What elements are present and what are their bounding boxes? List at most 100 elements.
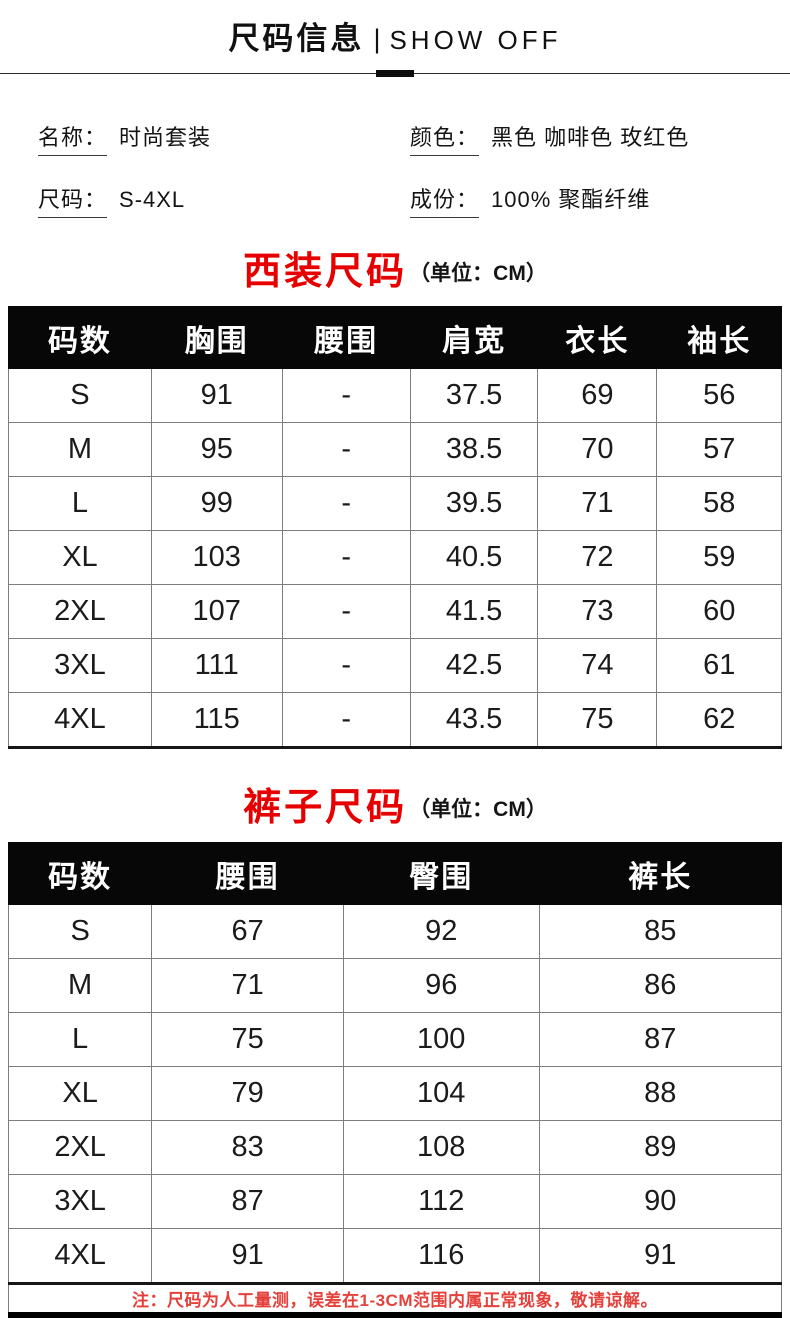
table-cell: 90 bbox=[538, 1174, 782, 1229]
product-size-value: S-4XL bbox=[119, 187, 186, 212]
table-cell: 39.5 bbox=[409, 476, 539, 531]
table-cell: 91 bbox=[150, 368, 283, 423]
table-cell: - bbox=[281, 530, 411, 585]
suit-size-table: 码数 胸围 腰围 肩宽 衣长 袖长 S 91-37.5 69 56 M 95-38.5 70 57 L 99-… bbox=[8, 306, 782, 749]
table-cell: 71 bbox=[151, 958, 344, 1013]
column-header: 肩宽 bbox=[409, 306, 539, 369]
table-cell: - bbox=[281, 368, 411, 423]
column-header: 衣长 bbox=[537, 306, 658, 369]
table-cell: 95 bbox=[150, 422, 283, 477]
table-cell: 91 bbox=[151, 1228, 344, 1285]
table-row: L 99-39.5 71 58 bbox=[8, 476, 782, 531]
table-cell: 116 bbox=[342, 1228, 540, 1285]
table-cell: 61 bbox=[656, 638, 782, 693]
table-row: M 95-38.5 70 57 bbox=[8, 422, 782, 477]
product-color-value: 黑色 咖啡色 玫红色 bbox=[491, 125, 690, 150]
table-row: 3XL 87 112 90 bbox=[7, 1174, 782, 1229]
pants-size-title: 裤子尺码（单位：CM） bbox=[0, 776, 790, 831]
product-size-label: 尺码： bbox=[38, 182, 108, 218]
product-name-value: 时尚套装 bbox=[119, 125, 212, 150]
table-header-row: 码数 腰围 臀围 裤长 bbox=[7, 842, 782, 905]
column-header: 裤长 bbox=[538, 842, 782, 905]
table-row: S 67 92 85 bbox=[7, 904, 782, 959]
banner-divider-line bbox=[0, 70, 790, 77]
table-cell: 79 bbox=[151, 1066, 344, 1121]
product-info: 名称： 时尚套装 颜色： 黑色 咖啡色 玫红色 尺码： S-4XL 成份： 100% 聚… bbox=[0, 120, 790, 218]
table-cell: M bbox=[8, 422, 152, 477]
table-cell: - bbox=[281, 476, 411, 531]
column-header: 码数 bbox=[7, 842, 153, 905]
table-row: XL 79 104 88 bbox=[7, 1066, 782, 1121]
table-cell: 104 bbox=[342, 1066, 540, 1121]
banner-title-en: SHOW OFF bbox=[389, 25, 562, 55]
table-cell: 108 bbox=[342, 1120, 540, 1175]
table-cell: 88 bbox=[538, 1066, 782, 1121]
table-cell: L bbox=[8, 476, 152, 531]
pants-size-title-text: 裤子尺码 bbox=[243, 787, 408, 829]
column-header: 腰围 bbox=[151, 842, 344, 905]
column-header: 臀围 bbox=[342, 842, 540, 905]
pants-size-unit-note: （单位：CM） bbox=[409, 798, 547, 821]
column-header: 腰围 bbox=[281, 306, 411, 369]
table-row: 2XL 83 108 89 bbox=[7, 1120, 782, 1175]
table-cell: 111 bbox=[150, 638, 283, 693]
suit-size-title: 西装尺码（单位：CM） bbox=[0, 240, 790, 295]
column-header: 袖长 bbox=[656, 306, 782, 369]
table-cell: XL bbox=[7, 1066, 153, 1121]
table-cell: 58 bbox=[656, 476, 782, 531]
table-footnote: 注：尺码为人工量测，误差在1-3CM范围内属正常现象，敬请谅解。 bbox=[8, 1283, 782, 1318]
table-cell: - bbox=[281, 638, 411, 693]
table-cell: 83 bbox=[151, 1120, 344, 1175]
product-material: 成份： 100% 聚酯纤维 bbox=[410, 182, 790, 218]
suit-size-title-text: 西装尺码 bbox=[243, 251, 408, 293]
table-cell: - bbox=[281, 692, 411, 749]
table-cell: 112 bbox=[342, 1174, 540, 1229]
table-cell: 73 bbox=[537, 584, 658, 639]
suit-size-unit-note: （单位：CM） bbox=[409, 262, 547, 285]
table-cell: 107 bbox=[150, 584, 283, 639]
banner-title-cn: 尺码信息 bbox=[228, 21, 365, 56]
table-cell: S bbox=[8, 368, 152, 423]
table-row: M 71 96 86 bbox=[7, 958, 782, 1013]
product-size-range: 尺码： S-4XL bbox=[38, 182, 410, 218]
table-cell: 42.5 bbox=[409, 638, 539, 693]
product-name-label: 名称： bbox=[38, 120, 108, 156]
table-cell: 100 bbox=[342, 1012, 540, 1067]
table-cell: 72 bbox=[537, 530, 658, 585]
table-cell: 2XL bbox=[8, 584, 152, 639]
table-cell: 70 bbox=[537, 422, 658, 477]
table-cell: 71 bbox=[537, 476, 658, 531]
table-row: L 75 100 87 bbox=[7, 1012, 782, 1067]
table-cell: 56 bbox=[656, 368, 782, 423]
table-cell: 38.5 bbox=[409, 422, 539, 477]
table-row: 2XL 107-41.5 73 60 bbox=[8, 584, 782, 639]
table-cell: 103 bbox=[150, 530, 283, 585]
table-cell: 57 bbox=[656, 422, 782, 477]
table-row: 4XL 115-43.5 75 62 bbox=[8, 692, 782, 749]
table-cell: L bbox=[7, 1012, 153, 1067]
product-material-label: 成份： bbox=[410, 182, 480, 218]
table-cell: 43.5 bbox=[409, 692, 539, 749]
table-cell: 40.5 bbox=[409, 530, 539, 585]
table-cell: 41.5 bbox=[409, 584, 539, 639]
table-cell: 37.5 bbox=[409, 368, 539, 423]
table-cell: 4XL bbox=[8, 692, 152, 749]
table-cell: 92 bbox=[342, 904, 540, 959]
table-footnote-row: 注：尺码为人工量测，误差在1-3CM范围内属正常现象，敬请谅解。 bbox=[8, 1283, 782, 1318]
table-cell: 91 bbox=[538, 1228, 782, 1285]
table-cell: 3XL bbox=[8, 638, 152, 693]
table-cell: - bbox=[281, 584, 411, 639]
table-cell: 96 bbox=[342, 958, 540, 1013]
table-cell: 62 bbox=[656, 692, 782, 749]
table-cell: 3XL bbox=[7, 1174, 153, 1229]
table-cell: 67 bbox=[151, 904, 344, 959]
page-banner: 尺码信息 | SHOW OFF bbox=[0, 0, 790, 58]
table-cell: M bbox=[7, 958, 153, 1013]
column-header: 码数 bbox=[8, 306, 152, 369]
table-cell: - bbox=[281, 422, 411, 477]
pants-size-table: 码数 腰围 臀围 裤长 S 67 92 85 M 71 96 86 L 75 100 87 XL 79 104 88 2… bbox=[7, 842, 782, 1318]
table-cell: 2XL bbox=[7, 1120, 153, 1175]
table-cell: 115 bbox=[150, 692, 283, 749]
table-cell: 87 bbox=[538, 1012, 782, 1067]
table-cell: 60 bbox=[656, 584, 782, 639]
